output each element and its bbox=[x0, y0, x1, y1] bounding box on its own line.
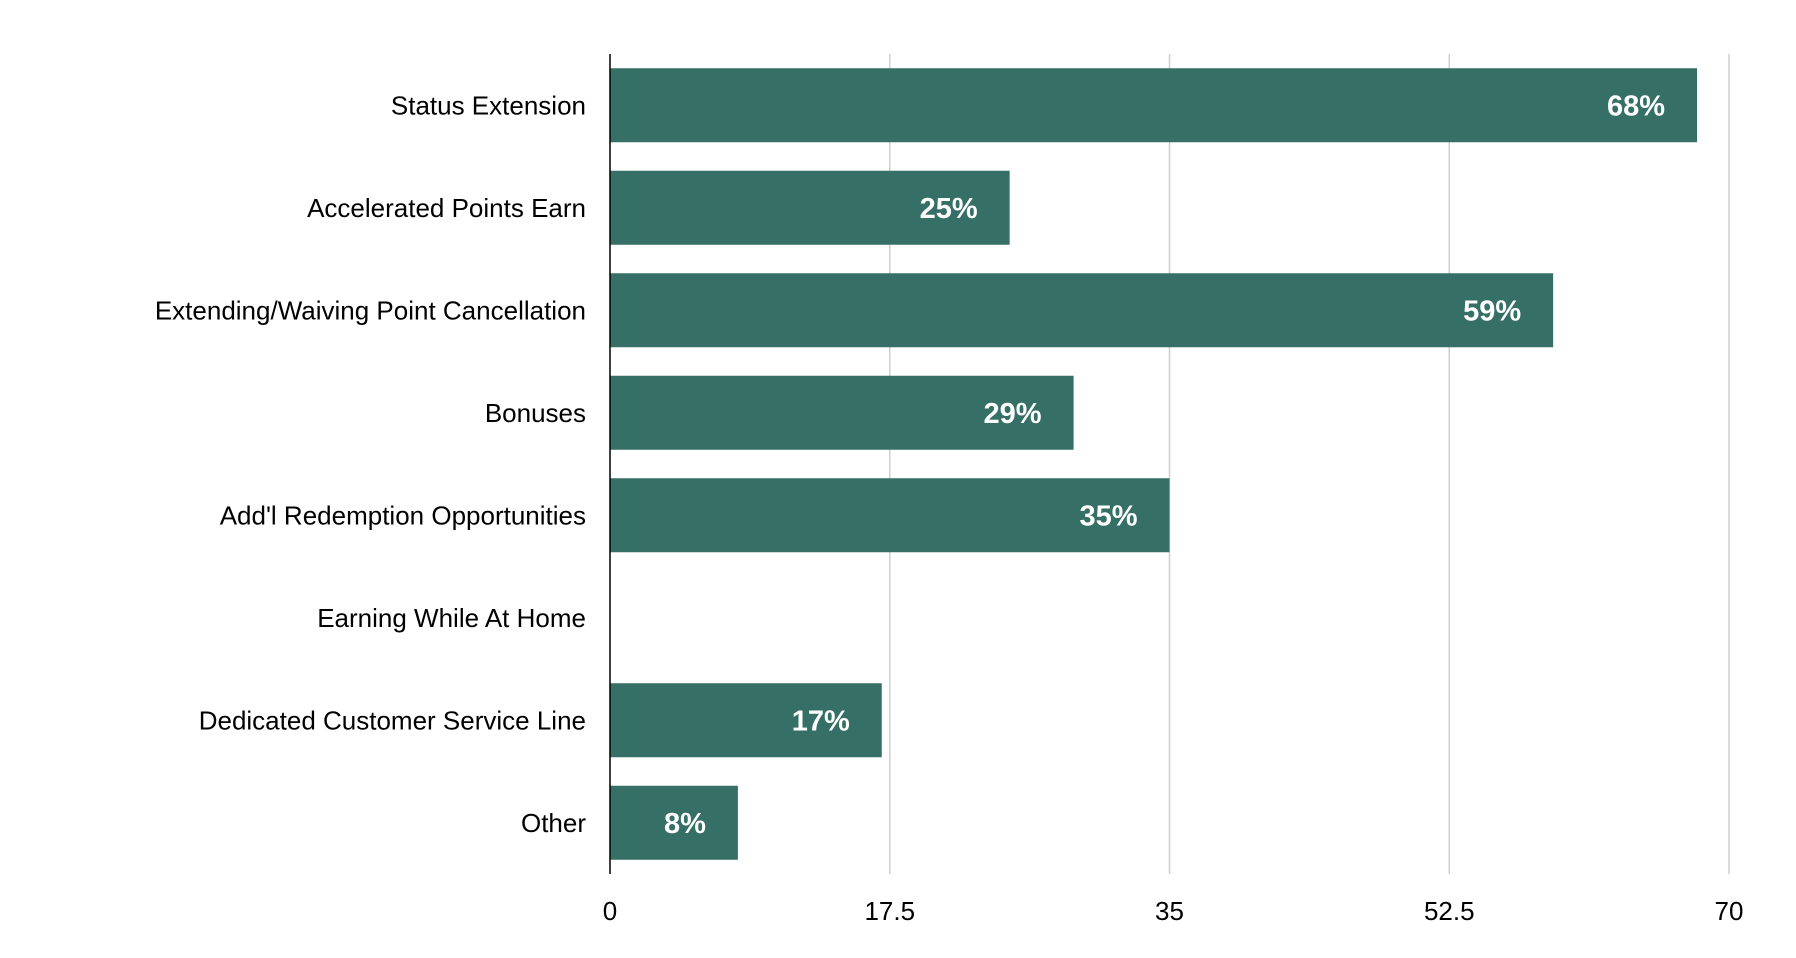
bar bbox=[610, 170, 1010, 245]
x-tick-label: 0 bbox=[603, 896, 617, 926]
bar bbox=[610, 375, 1074, 450]
bar bbox=[610, 478, 1170, 553]
category-label: Extending/Waiving Point Cancellation bbox=[155, 295, 586, 325]
x-tick-label: 17.5 bbox=[864, 896, 915, 926]
data-label: 8% bbox=[664, 808, 706, 840]
x-tick-label: 70 bbox=[1715, 896, 1744, 926]
x-axis-tick-labels: 0 17.5 35 52.5 70 bbox=[603, 896, 1744, 926]
bar bbox=[610, 273, 1554, 348]
grid-lines bbox=[889, 54, 1730, 874]
bar bbox=[610, 68, 1698, 143]
category-label: Dedicated Customer Service Line bbox=[199, 705, 586, 735]
bars: 68% 25% 59% 29% 35% 17% 8% bbox=[610, 68, 1698, 860]
bar bbox=[610, 785, 738, 860]
data-label: 29% bbox=[984, 398, 1042, 430]
category-label: Status Extension bbox=[391, 90, 586, 120]
data-label: 59% bbox=[1463, 295, 1521, 327]
category-label: Other bbox=[521, 808, 586, 838]
category-labels: Status Extension Accelerated Points Earn E… bbox=[155, 90, 587, 838]
category-label: Accelerated Points Earn bbox=[307, 193, 586, 223]
data-label: 35% bbox=[1079, 500, 1137, 532]
category-label: Add'l Redemption Opportunities bbox=[220, 500, 586, 530]
data-label: 25% bbox=[920, 193, 978, 225]
data-label: 17% bbox=[792, 705, 850, 737]
bar bbox=[610, 683, 882, 758]
category-label: Bonuses bbox=[485, 398, 586, 428]
x-tick-label: 35 bbox=[1155, 896, 1184, 926]
x-tick-label: 52.5 bbox=[1424, 896, 1475, 926]
category-label: Earning While At Home bbox=[317, 603, 586, 633]
data-label: 68% bbox=[1607, 90, 1665, 122]
